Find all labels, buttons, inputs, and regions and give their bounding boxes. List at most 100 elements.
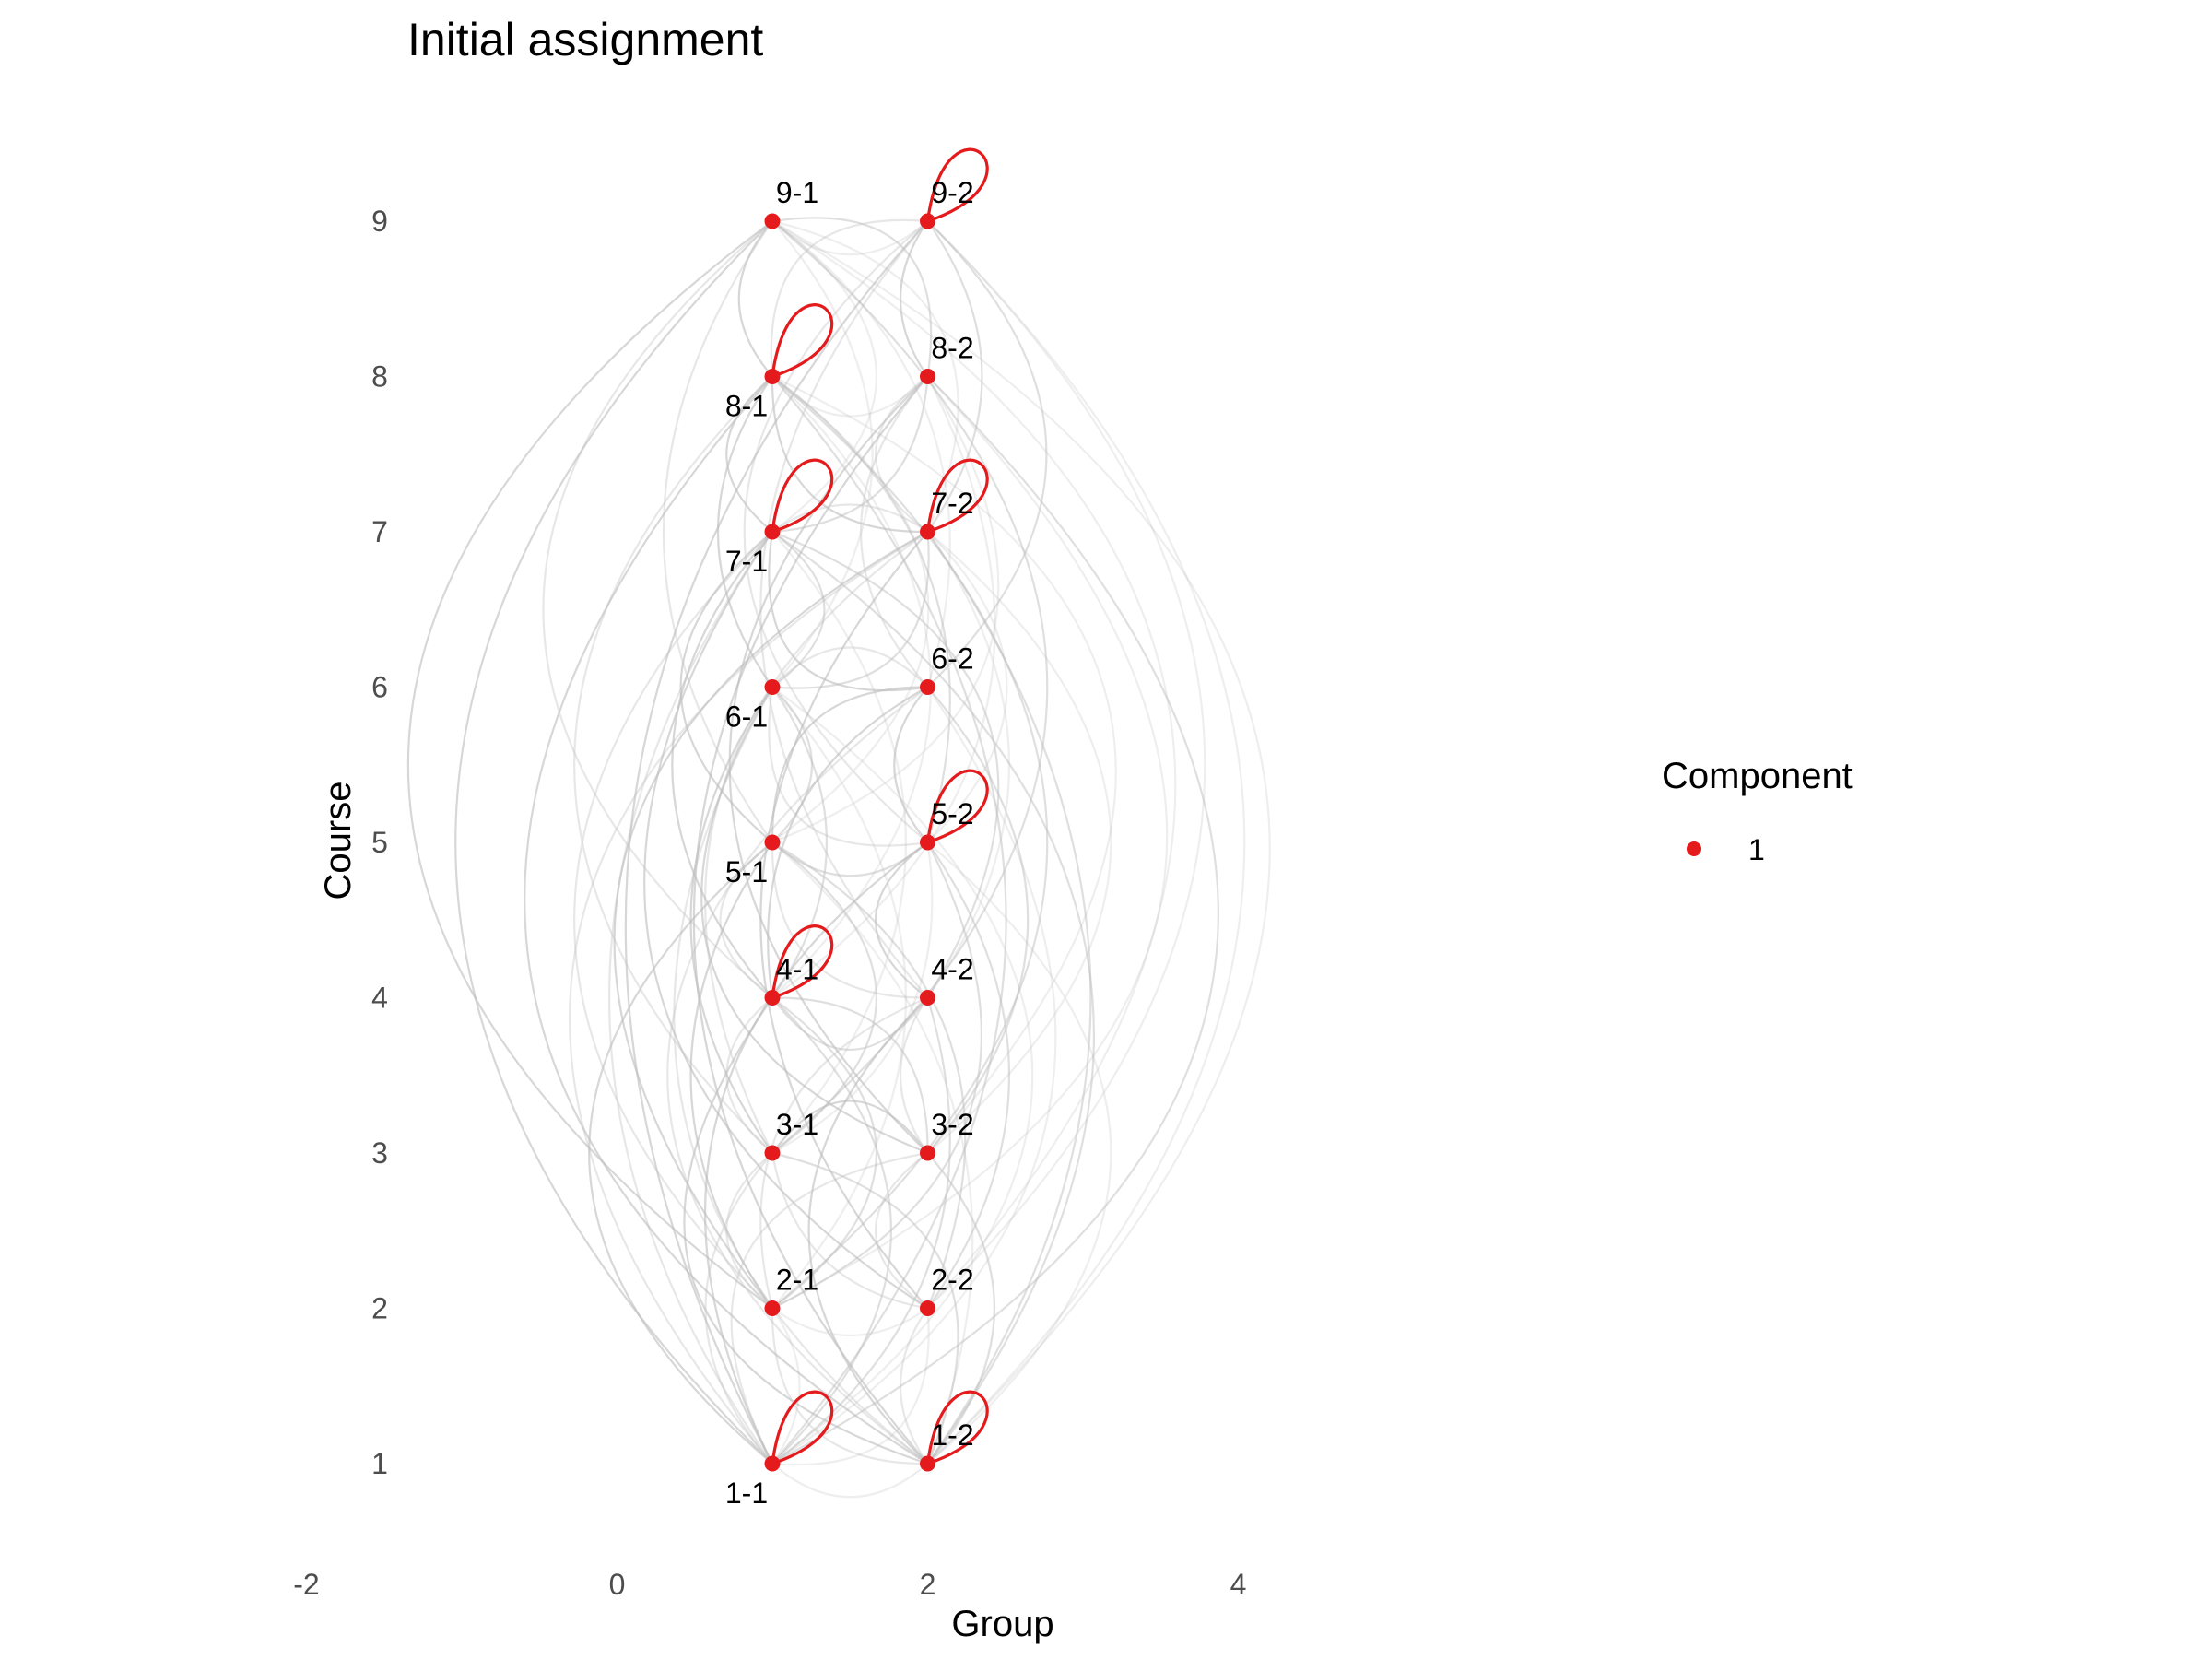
x-axis-ticks: -2 0 2 4 xyxy=(293,1568,1246,1601)
edge xyxy=(771,1308,928,1465)
edge xyxy=(926,841,1112,1465)
edge xyxy=(926,531,1092,1465)
node-point xyxy=(920,213,935,229)
x-tick-label: 2 xyxy=(920,1568,936,1601)
node-label: 8-1 xyxy=(725,390,768,423)
node-point xyxy=(920,1300,935,1316)
edge xyxy=(771,219,959,533)
edge xyxy=(771,1308,930,1466)
edge xyxy=(899,1307,929,1465)
edge xyxy=(926,531,1112,1154)
edge xyxy=(719,841,773,999)
edge xyxy=(716,375,773,688)
node-point xyxy=(920,1145,935,1161)
x-tick-label: 0 xyxy=(609,1568,626,1601)
y-tick-label: 2 xyxy=(371,1292,388,1325)
node-label: 5-1 xyxy=(725,855,768,888)
y-tick-label: 9 xyxy=(371,205,388,238)
edge xyxy=(771,375,951,843)
node-label: 4-2 xyxy=(931,953,973,986)
node-label: 5-2 xyxy=(931,797,973,830)
edge xyxy=(771,220,1271,1465)
node-label: 3-2 xyxy=(931,1108,973,1141)
y-tick-label: 6 xyxy=(371,671,388,704)
node-point xyxy=(920,679,935,695)
edge xyxy=(771,376,928,534)
edge xyxy=(624,220,929,1465)
node-point xyxy=(764,369,781,384)
node-label: 7-1 xyxy=(725,545,768,578)
edge xyxy=(454,220,773,1465)
edge xyxy=(643,531,929,1310)
edge xyxy=(704,841,929,1465)
edge xyxy=(767,686,929,998)
edge xyxy=(926,220,1048,688)
node-label: 1-1 xyxy=(725,1477,768,1510)
edge xyxy=(771,841,929,877)
edge xyxy=(771,531,1095,1465)
edge xyxy=(771,841,983,1310)
self-loop xyxy=(925,458,989,534)
edge xyxy=(768,531,928,692)
edge xyxy=(771,996,929,1154)
edge xyxy=(608,531,773,1465)
edge xyxy=(771,1307,929,1337)
y-axis-title: Course xyxy=(318,782,359,900)
edge xyxy=(893,686,929,843)
edge xyxy=(926,1152,995,1465)
edge xyxy=(771,220,929,256)
edge xyxy=(725,375,773,533)
edge xyxy=(771,375,1219,1465)
edge xyxy=(771,686,1057,1465)
edge xyxy=(771,375,1169,1310)
edge xyxy=(613,531,929,1310)
y-tick-label: 3 xyxy=(371,1136,388,1170)
edge xyxy=(926,220,983,533)
edge xyxy=(771,646,929,688)
node-label: 1-2 xyxy=(931,1418,973,1452)
edge xyxy=(700,686,928,1155)
node-point xyxy=(920,1455,935,1472)
legend-label: 1 xyxy=(1748,833,1765,866)
legend-title: Component xyxy=(1662,756,1853,796)
edge xyxy=(771,375,1000,844)
y-tick-label: 4 xyxy=(371,982,388,1015)
edge xyxy=(771,531,826,688)
node-label: 9-1 xyxy=(776,176,818,209)
edge xyxy=(771,1152,928,1310)
edge xyxy=(926,220,1206,1310)
self-loop xyxy=(771,303,834,379)
y-tick-label: 5 xyxy=(371,826,388,859)
nodes-layer xyxy=(764,213,935,1472)
node-point xyxy=(764,1455,781,1472)
edge xyxy=(689,686,773,1154)
node-point xyxy=(764,1145,781,1161)
edge xyxy=(743,220,929,843)
edge xyxy=(899,996,929,1154)
legend-swatch xyxy=(1687,841,1701,856)
edge xyxy=(569,531,929,1465)
legend: Component 1 xyxy=(1662,756,1853,866)
edge xyxy=(771,686,829,999)
edge xyxy=(771,217,933,377)
node-label: 4-1 xyxy=(776,953,818,986)
node-point xyxy=(920,990,935,1006)
node-point xyxy=(764,990,781,1006)
edge xyxy=(771,375,930,843)
edge xyxy=(679,531,773,843)
y-tick-label: 8 xyxy=(371,360,388,394)
self-loop xyxy=(771,1390,834,1465)
self-loop xyxy=(925,769,989,844)
node-point xyxy=(920,369,935,384)
y-tick-label: 1 xyxy=(371,1447,388,1480)
edge xyxy=(759,996,928,1309)
edge xyxy=(771,841,928,999)
edge xyxy=(771,376,929,534)
edge xyxy=(771,531,907,1154)
edge xyxy=(771,996,929,1052)
edge xyxy=(406,220,773,1310)
edge xyxy=(771,686,907,1310)
x-axis-title: Group xyxy=(951,1604,1053,1644)
edge xyxy=(926,686,1030,1154)
